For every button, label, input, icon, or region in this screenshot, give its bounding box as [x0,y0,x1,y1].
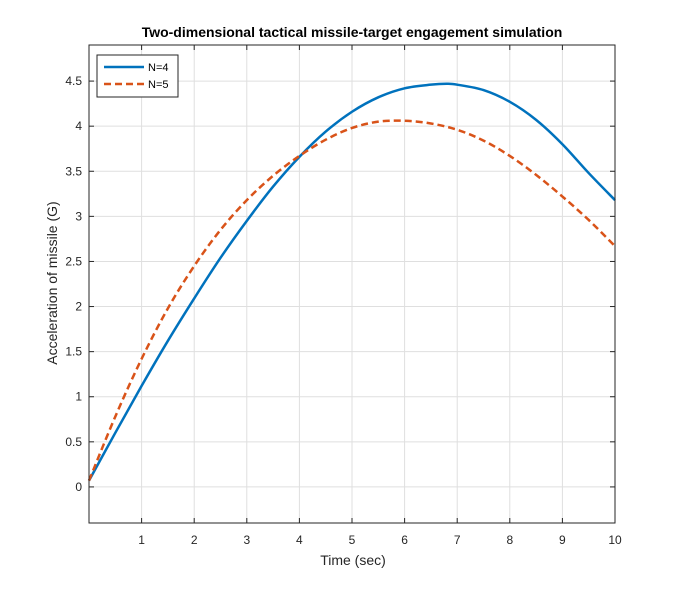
y-tick-label-2: 1 [75,390,82,404]
y-tick-label-9: 4.5 [65,74,82,88]
legend: N=4N=5 [96,54,179,98]
y-axis-label: Acceleration of missile (G) [44,201,60,364]
x-tick-label-9: 10 [608,533,622,547]
legend-label-0: N=4 [148,62,169,74]
y-tick-label-6: 3 [75,209,82,223]
legend-label-1: N=5 [148,79,169,91]
legend-box [96,54,179,98]
x-tick-label-2: 3 [243,533,250,547]
y-tick-label-3: 1.5 [65,345,82,359]
y-tick-label-0: 0 [75,480,82,494]
x-axis-label: Time (sec) [320,552,386,568]
tick-label-layer: 1 2 3 4 5 6 7 8 9 10 0 0.5 1 1.5 2 2.5 3 3.5 4 4.5 [65,74,622,547]
y-tick-label-5: 2.5 [65,254,82,268]
x-tick-label-7: 8 [506,533,513,547]
series-line-n-5 [87,119,616,482]
x-tick-label-4: 5 [349,533,356,547]
x-tick-label-1: 2 [191,533,198,547]
y-tick-label-4: 2 [75,300,82,314]
series-line-n-4 [87,82,616,482]
x-tick-label-6: 7 [454,533,461,547]
y-tick-label-1: 0.5 [65,435,82,449]
y-tick-label-8: 4 [75,119,82,133]
x-tick-label-0: 1 [138,533,145,547]
chart-title: Two-dimensional tactical missile-target … [142,24,563,40]
grid-layer [89,45,616,523]
y-tick-label-7: 3.5 [65,164,82,178]
axes-layer [88,44,616,524]
x-tick-label-5: 6 [401,533,408,547]
x-tick-label-3: 4 [296,533,303,547]
series-layer [87,82,616,482]
x-tick-label-8: 9 [559,533,566,547]
